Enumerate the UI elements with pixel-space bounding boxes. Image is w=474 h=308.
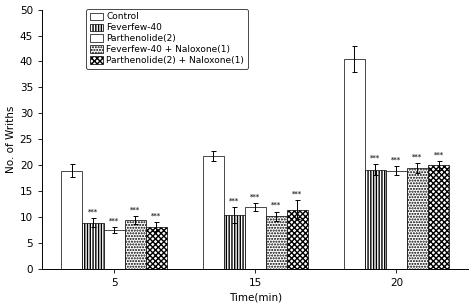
Bar: [125, 220, 146, 269]
Text: ***: ***: [130, 207, 140, 215]
Text: ***: ***: [229, 197, 239, 205]
Text: ***: ***: [370, 155, 380, 163]
Bar: [344, 59, 365, 269]
Bar: [103, 230, 125, 269]
Legend: Control, Feverfew-40, Parthenolide(2), Feverfew-40 + Naloxone(1), Parthenolide(2: Control, Feverfew-40, Parthenolide(2), F…: [86, 9, 248, 69]
Bar: [287, 209, 308, 269]
Text: ***: ***: [250, 193, 260, 201]
Bar: [202, 156, 224, 269]
Bar: [365, 169, 386, 269]
Text: ***: ***: [292, 191, 302, 199]
Bar: [266, 216, 287, 269]
X-axis label: Time(min): Time(min): [228, 292, 282, 302]
Bar: [407, 168, 428, 269]
Text: ***: ***: [109, 218, 119, 226]
Text: ***: ***: [151, 213, 161, 221]
Bar: [146, 227, 167, 269]
Bar: [224, 215, 245, 269]
Text: ***: ***: [433, 152, 444, 160]
Bar: [62, 171, 82, 269]
Bar: [245, 207, 266, 269]
Bar: [82, 222, 103, 269]
Text: ***: ***: [392, 157, 401, 165]
Bar: [386, 171, 407, 269]
Text: ***: ***: [412, 154, 422, 162]
Y-axis label: No. of Wriths: No. of Wriths: [6, 106, 16, 173]
Bar: [428, 165, 449, 269]
Text: ***: ***: [88, 209, 98, 217]
Text: ***: ***: [271, 202, 282, 210]
